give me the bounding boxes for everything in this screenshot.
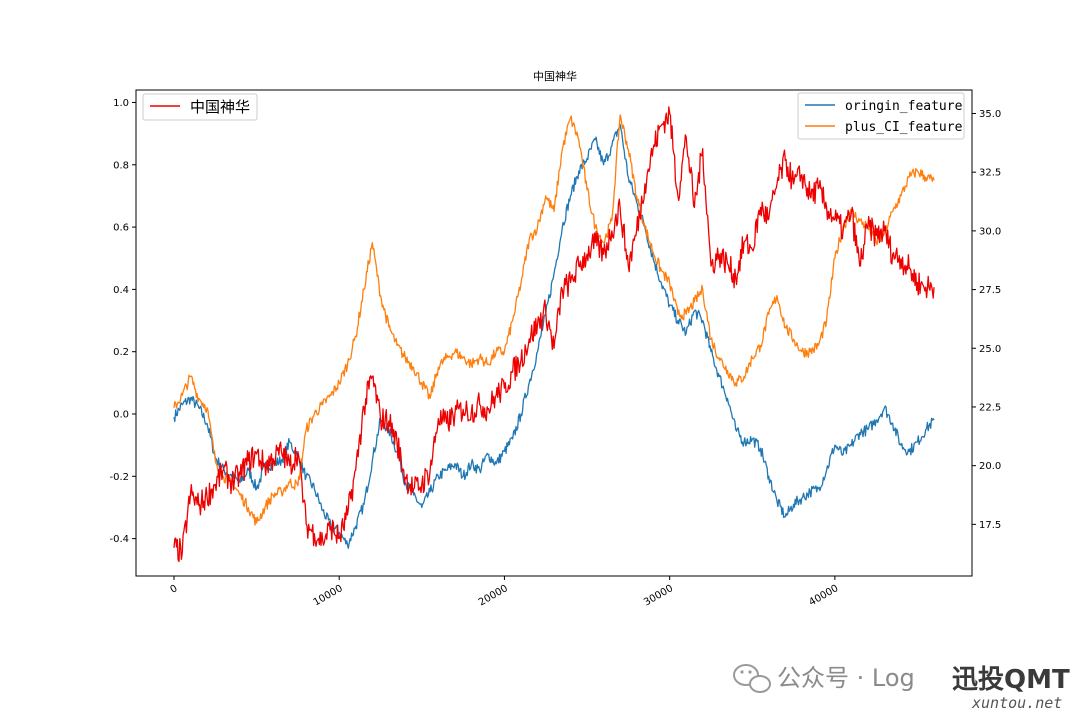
y-left-tick-label-2: 0.0 xyxy=(113,410,129,421)
legend-right: oringin_feature plus_CI_feature xyxy=(797,92,965,140)
y-right-tick-label-1: 20.0 xyxy=(979,461,1001,472)
x-tick-label-4: 40000 xyxy=(807,583,840,608)
x-tick-label-3: 30000 xyxy=(642,583,675,608)
y-right-tick-label-3: 25.0 xyxy=(979,344,1001,355)
legend-left: 中国神华 xyxy=(142,93,258,121)
y-right-tick-label-0: 17.5 xyxy=(979,520,1001,531)
wechat-icon xyxy=(733,664,771,693)
y-axis-left: -0.4 -0.2 0.0 0.2 0.4 0.6 0.8 1.0 xyxy=(109,98,136,545)
y-left-tick-label-5: 0.6 xyxy=(113,223,129,234)
chart-title: 中国神华 xyxy=(533,69,577,83)
y-left-tick-label-7: 1.0 xyxy=(113,98,129,109)
y-right-tick-label-4: 27.5 xyxy=(979,285,1001,296)
legend-label-china-shenhua: 中国神华 xyxy=(190,98,250,116)
watermark-account: 公众号 · Log xyxy=(777,664,915,692)
y-axis-right: 17.5 20.0 22.5 25.0 27.5 30.0 32.5 35.0 xyxy=(972,109,1001,531)
y-left-tick-label-1: -0.2 xyxy=(109,472,129,483)
y-right-tick-label-5: 30.0 xyxy=(979,226,1001,237)
legend-label-oringin-feature: oringin_feature xyxy=(845,99,963,114)
y-left-tick-label-3: 0.2 xyxy=(113,347,129,358)
y-right-tick-label-6: 32.5 xyxy=(979,168,1001,179)
x-tick-label-0: 0 xyxy=(168,583,179,596)
plot-frame xyxy=(135,89,973,577)
watermark: 公众号 · Log 迅投QMT xuntou.net xyxy=(733,664,1070,712)
watermark-brand: 迅投QMT xyxy=(952,665,1070,695)
y-right-tick-label-2: 22.5 xyxy=(979,402,1001,413)
y-left-tick-label-6: 0.8 xyxy=(113,160,129,171)
watermark-site: xuntou.net xyxy=(971,694,1062,712)
series-layer xyxy=(173,106,935,563)
series-line-1 xyxy=(173,114,935,526)
y-left-tick-label-0: -0.4 xyxy=(109,534,129,545)
series-line-2 xyxy=(173,106,935,563)
y-left-tick-label-4: 0.4 xyxy=(113,285,129,296)
x-tick-label-1: 10000 xyxy=(312,583,345,608)
legend-label-plus-ci-feature: plus_CI_feature xyxy=(845,120,963,135)
x-tick-label-2: 20000 xyxy=(477,583,510,608)
x-axis: 0 10000 20000 30000 40000 xyxy=(168,576,840,609)
y-right-tick-label-7: 35.0 xyxy=(979,109,1001,120)
